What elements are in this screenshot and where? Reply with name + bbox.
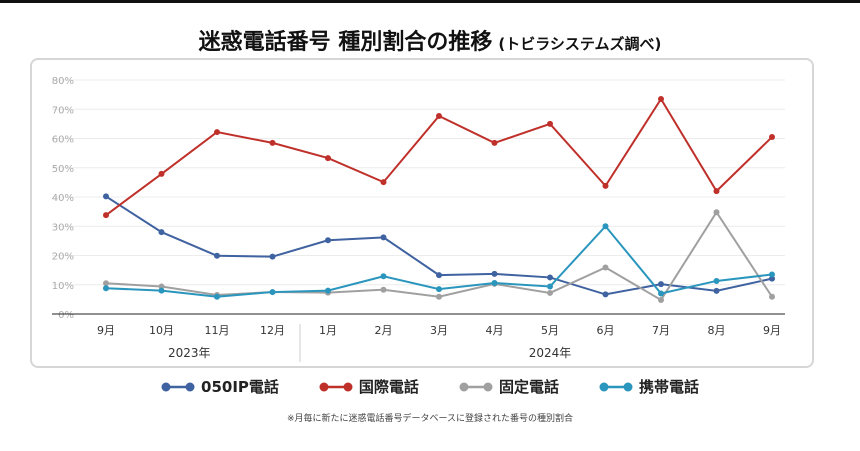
data-point	[380, 273, 387, 280]
legend-marker-icon	[161, 382, 195, 391]
y-tick-label: 0%	[58, 310, 74, 321]
x-tick-label: 12月	[260, 324, 285, 337]
legend-item: 携帯電話	[599, 376, 699, 397]
data-point	[269, 139, 276, 146]
data-point	[380, 286, 387, 293]
data-point	[103, 212, 109, 219]
data-point	[658, 296, 664, 303]
data-point	[713, 287, 720, 294]
data-point	[269, 289, 276, 296]
year-label: 2023年	[168, 346, 211, 360]
data-point	[769, 271, 775, 278]
data-point	[214, 293, 220, 300]
legend-label: 携帯電話	[638, 378, 699, 396]
data-point	[436, 272, 442, 279]
top-bar	[0, 0, 860, 3]
x-tick-label: 8月	[708, 324, 726, 337]
year-label: 2024年	[529, 346, 572, 360]
data-point	[103, 280, 109, 287]
data-point	[602, 291, 609, 298]
chart-title: 迷惑電話番号 種別割合の推移 (トビラシステムズ調べ)	[0, 24, 860, 56]
data-point	[769, 134, 775, 141]
data-point	[658, 96, 664, 103]
data-point	[158, 287, 165, 294]
y-tick-label: 60%	[52, 135, 74, 146]
data-point	[547, 274, 553, 281]
data-point	[713, 277, 720, 284]
legend-item: 050IP電話	[161, 376, 279, 397]
data-point	[214, 129, 220, 136]
subtitle-text: (トビラシステムズ調べ)	[498, 35, 662, 53]
data-point	[658, 290, 664, 297]
x-tick-label: 11月	[205, 324, 230, 337]
x-tick-label: 1月	[319, 324, 337, 337]
data-point	[713, 209, 720, 216]
x-tick-label: 5月	[541, 324, 559, 337]
data-point	[491, 139, 498, 146]
y-tick-label: 20%	[52, 252, 74, 263]
data-point	[325, 287, 331, 294]
x-tick-label: 7月	[652, 324, 670, 337]
data-point	[103, 193, 109, 200]
y-tick-label: 50%	[52, 164, 74, 175]
data-point	[658, 281, 664, 288]
y-tick-label: 40%	[52, 193, 74, 204]
y-tick-label: 80%	[52, 76, 74, 87]
y-tick-label: 70%	[52, 105, 74, 116]
data-point	[214, 252, 220, 259]
data-point	[436, 286, 442, 293]
data-point	[769, 293, 775, 300]
y-tick-label: 10%	[52, 281, 74, 292]
data-point	[380, 234, 387, 241]
data-point	[158, 170, 165, 177]
legend-marker-icon	[459, 382, 493, 391]
data-point	[602, 223, 609, 230]
legend-marker-icon	[319, 382, 353, 391]
x-tick-label: 10月	[149, 324, 174, 337]
legend-label: 固定電話	[498, 378, 559, 396]
legend-item: 固定電話	[459, 376, 559, 397]
legend-label: 050IP電話	[201, 378, 279, 396]
x-tick-label: 6月	[597, 324, 615, 337]
legend-label: 国際電話	[358, 378, 419, 396]
data-point	[547, 289, 553, 296]
x-tick-label: 3月	[430, 324, 448, 337]
data-point	[269, 253, 276, 260]
legend: 050IP電話 国際電話 固定電話 携帯電話	[0, 376, 860, 397]
y-tick-label: 30%	[52, 222, 74, 233]
data-point	[158, 229, 165, 236]
legend-item: 国際電話	[319, 376, 419, 397]
data-point	[602, 264, 609, 271]
data-point	[103, 285, 109, 292]
footnote: ※月毎に新たに迷惑電話番号データベースに登録された番号の種別割合	[286, 414, 574, 424]
data-point	[325, 155, 331, 162]
series-line	[105, 195, 773, 296]
data-point	[713, 188, 720, 195]
data-point	[547, 120, 553, 127]
data-point	[491, 279, 498, 286]
x-tick-label: 9月	[763, 324, 781, 337]
data-point	[547, 283, 553, 290]
data-point	[602, 182, 609, 189]
data-point	[491, 270, 498, 277]
chart-card	[30, 58, 814, 368]
x-tick-label: 2月	[375, 324, 393, 337]
data-point	[436, 112, 442, 119]
x-tick-label: 4月	[486, 324, 504, 337]
x-tick-label: 9月	[97, 324, 115, 337]
data-point	[436, 293, 442, 300]
title-text: 迷惑電話番号 種別割合の推移	[198, 30, 493, 55]
data-point	[380, 179, 387, 186]
legend-marker-icon	[599, 382, 633, 391]
data-point	[325, 237, 331, 244]
